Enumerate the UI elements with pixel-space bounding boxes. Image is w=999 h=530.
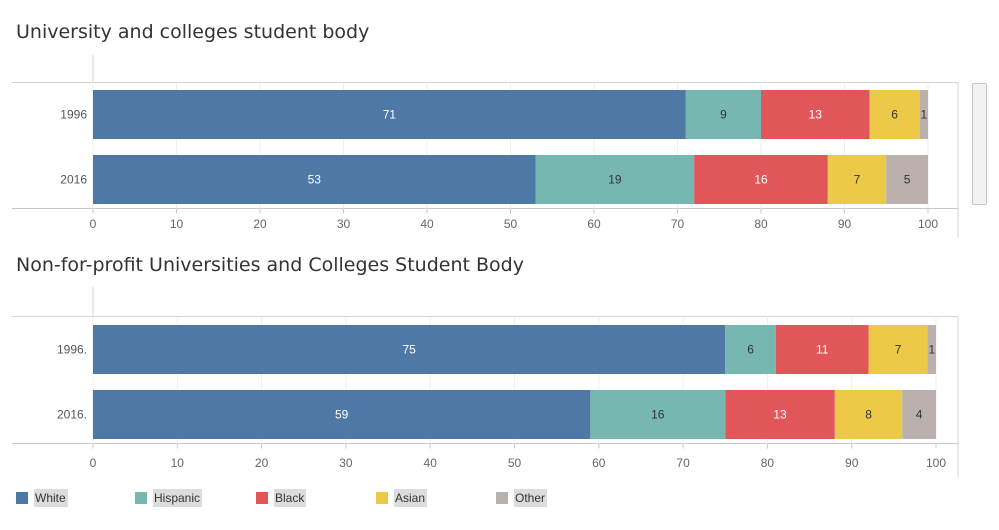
- bar-white-2016[interactable]: [93, 155, 536, 204]
- bar-asian-2016[interactable]: [834, 390, 903, 439]
- bar-asian-1996[interactable]: [868, 325, 928, 374]
- legend-swatch-asian: [376, 492, 388, 504]
- x-tick-label: 30: [339, 456, 353, 470]
- legend-label-asian: Asian: [394, 489, 428, 507]
- legend-item-other[interactable]: Other: [496, 487, 548, 509]
- bar-other-1996[interactable]: [927, 325, 936, 374]
- legend-item-hispanic[interactable]: Hispanic: [135, 487, 203, 509]
- data-label-asian-2016: 7: [854, 173, 861, 187]
- legend-label-hispanic: Hispanic: [153, 489, 203, 507]
- x-tick-label: 100: [926, 456, 946, 470]
- legend-label-other: Other: [514, 489, 548, 507]
- bar-asian-2016[interactable]: [827, 155, 887, 204]
- x-tick-label: 60: [592, 456, 606, 470]
- legend-item-black[interactable]: Black: [256, 487, 307, 509]
- data-label-asian-1996: 7: [895, 343, 902, 357]
- category-label-2016: 2016: [60, 173, 87, 187]
- data-label-other-2016: 4: [916, 408, 923, 422]
- x-tick-label: 100: [918, 217, 938, 231]
- chart-non-profit-student-body: 0 10 20 30 40 50 60 70 80 90 100 1996. 75 6 11 7 1 2016. 5…: [12, 287, 959, 477]
- bar-other-1996[interactable]: [919, 90, 928, 139]
- bar-hispanic-2016[interactable]: [535, 155, 695, 204]
- x-tick-label: 30: [337, 217, 351, 231]
- data-label-white-1996: 71: [383, 108, 397, 122]
- bar-black-1996[interactable]: [775, 325, 869, 374]
- data-label-other-2016: 5: [904, 173, 911, 187]
- x-tick-label: 50: [508, 456, 522, 470]
- legend-swatch-hispanic: [135, 492, 147, 504]
- x-tick-label: 80: [754, 217, 768, 231]
- bar-white-1996[interactable]: [93, 325, 726, 374]
- x-tick-label: 60: [587, 217, 601, 231]
- bar-white-2016[interactable]: [93, 390, 591, 439]
- data-label-black-1996: 13: [809, 108, 823, 122]
- data-label-black-2016: 13: [773, 408, 787, 422]
- data-label-other-1996: 1: [920, 108, 927, 122]
- x-tick-label: 50: [504, 217, 518, 231]
- bar-other-2016[interactable]: [902, 390, 936, 439]
- bar-black-2016[interactable]: [694, 155, 828, 204]
- data-label-hispanic-2016: 16: [651, 408, 665, 422]
- data-label-white-2016: 53: [308, 173, 322, 187]
- data-label-asian-2016: 8: [865, 408, 872, 422]
- x-tick-label: 40: [420, 217, 434, 231]
- data-label-white-1996: 75: [402, 343, 416, 357]
- x-tick-label: 20: [253, 217, 267, 231]
- data-label-white-2016: 59: [335, 408, 349, 422]
- x-tick-label: 70: [676, 456, 690, 470]
- legend-item-white[interactable]: White: [16, 487, 68, 509]
- data-label-other-1996: 1: [928, 343, 935, 357]
- x-tick-label: 10: [170, 217, 184, 231]
- data-label-hispanic-2016: 19: [608, 173, 622, 187]
- category-label-2016: 2016.: [57, 408, 87, 422]
- bar-black-2016[interactable]: [725, 390, 835, 439]
- bar-other-2016[interactable]: [886, 155, 928, 204]
- legend-label-black: Black: [274, 489, 307, 507]
- data-label-black-2016: 16: [754, 173, 768, 187]
- bar-asian-1996[interactable]: [869, 90, 920, 139]
- legend-swatch-black: [256, 492, 268, 504]
- legend-label-white: White: [34, 489, 68, 507]
- bar-white-1996[interactable]: [93, 90, 686, 139]
- bar-hispanic-1996[interactable]: [685, 90, 761, 139]
- chart-title-non-profit: Non-for-profit Universities and Colleges…: [16, 254, 524, 276]
- x-tick-label: 0: [90, 456, 97, 470]
- legend-swatch-other: [496, 492, 508, 504]
- chart-title-university: University and colleges student body: [16, 21, 370, 43]
- data-label-hispanic-1996: 9: [720, 108, 727, 122]
- x-tick-label: 40: [424, 456, 438, 470]
- category-label-1996: 1996: [60, 108, 87, 122]
- bar-black-1996[interactable]: [761, 90, 870, 139]
- x-tick-label: 90: [838, 217, 852, 231]
- category-label-1996: 1996.: [57, 343, 87, 357]
- data-label-hispanic-1996: 6: [747, 343, 754, 357]
- x-tick-label: 10: [171, 456, 185, 470]
- x-tick-label: 20: [255, 456, 269, 470]
- bar-hispanic-2016[interactable]: [590, 390, 726, 439]
- vertical-scrollbar[interactable]: [972, 83, 987, 205]
- bar-hispanic-1996[interactable]: [725, 325, 776, 374]
- data-label-black-1996: 11: [816, 343, 829, 357]
- x-tick-label: 0: [90, 217, 97, 231]
- x-tick-label: 90: [845, 456, 859, 470]
- x-tick-label: 80: [761, 456, 775, 470]
- legend: White Hispanic Black Asian Other: [0, 487, 999, 509]
- legend-item-asian[interactable]: Asian: [376, 487, 428, 509]
- x-tick-label: 70: [671, 217, 685, 231]
- legend-swatch-white: [16, 492, 28, 504]
- data-label-asian-1996: 6: [891, 108, 898, 122]
